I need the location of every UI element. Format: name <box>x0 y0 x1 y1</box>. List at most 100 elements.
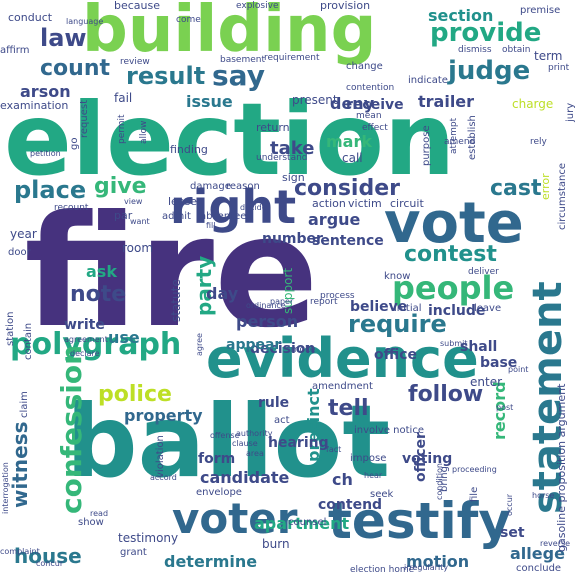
word: set <box>500 525 525 541</box>
word: par <box>114 209 133 222</box>
word: occur <box>505 493 514 516</box>
word: amend <box>444 137 476 147</box>
word: because <box>114 0 161 12</box>
word: act <box>274 415 290 426</box>
word: deny <box>330 94 375 113</box>
word: read <box>90 509 109 518</box>
word: term <box>534 49 563 63</box>
word: person <box>236 312 299 331</box>
word: door <box>8 247 31 258</box>
word: dismiss <box>458 45 492 55</box>
word: conclude <box>516 563 562 574</box>
word: sign <box>282 171 305 184</box>
word: amendment <box>312 381 373 392</box>
word: ask <box>86 262 117 281</box>
word: lease <box>168 195 198 208</box>
word: form <box>198 451 236 467</box>
word: initial <box>394 303 422 314</box>
word: include <box>428 303 486 319</box>
word: review <box>120 57 150 67</box>
word: basement <box>220 55 265 65</box>
word: follow <box>408 382 484 407</box>
word: fact <box>326 445 342 454</box>
word: base <box>480 355 518 371</box>
word: station <box>5 311 16 346</box>
word: effect <box>362 123 388 133</box>
word: enter <box>470 375 503 389</box>
word: purpose <box>421 125 432 166</box>
word: horse <box>532 491 555 500</box>
word: authority <box>236 429 273 438</box>
word: paper <box>270 297 294 306</box>
word: property <box>124 406 203 425</box>
word: jury <box>565 102 576 122</box>
word: year <box>10 227 37 241</box>
word: area <box>246 449 264 458</box>
word: note <box>70 282 127 307</box>
word: interrogation <box>1 462 10 514</box>
word: ballot <box>66 383 391 500</box>
word: section <box>428 6 494 25</box>
word: complaint <box>0 547 40 556</box>
word: tell <box>328 396 369 421</box>
word: gasoline proposition argument <box>555 383 568 552</box>
word: allow <box>139 120 149 144</box>
word: explosive <box>236 1 279 11</box>
word: people <box>392 269 515 307</box>
word: cast <box>490 176 542 201</box>
word: building <box>82 0 377 67</box>
word: contest <box>404 242 497 267</box>
word: premise <box>520 5 561 16</box>
word: impose <box>350 453 387 464</box>
word: call <box>342 151 363 165</box>
word: consider <box>294 176 400 201</box>
word: view <box>124 197 143 206</box>
word: damage <box>190 181 231 192</box>
word: understand <box>256 153 308 163</box>
word: appear <box>226 337 282 353</box>
word: affirm <box>0 45 30 56</box>
word: count <box>40 56 110 81</box>
word: present <box>292 93 338 107</box>
word: write <box>64 317 105 333</box>
word: mean <box>356 111 382 121</box>
word: burn <box>262 537 290 551</box>
word: ordinance <box>246 301 286 310</box>
word: request <box>79 99 90 138</box>
word: victim <box>348 197 382 210</box>
word: room <box>122 241 154 255</box>
word: condition <box>435 463 444 500</box>
word: involve notice <box>354 425 424 436</box>
word: use <box>108 328 140 347</box>
word: candidate <box>200 468 290 487</box>
word: recount <box>54 203 89 213</box>
word: want <box>130 217 150 226</box>
word: require <box>348 310 447 338</box>
word: indicate <box>408 75 448 86</box>
word: argue <box>308 210 361 229</box>
word: issue <box>186 92 233 111</box>
word: concur <box>36 559 64 568</box>
word: process <box>320 291 355 301</box>
word: reverse <box>540 539 571 548</box>
word: know <box>384 271 411 282</box>
word: apartment <box>254 514 350 533</box>
word: point <box>508 365 529 374</box>
word: testify <box>328 492 511 550</box>
word: ch <box>332 470 353 489</box>
word: declare <box>70 349 100 358</box>
word: officer <box>413 432 429 482</box>
word: violation <box>155 435 166 478</box>
word: submit <box>440 339 468 348</box>
word: envelope <box>196 487 242 498</box>
word: absentee <box>200 211 247 222</box>
word: police <box>98 382 172 407</box>
word: examination <box>0 99 69 112</box>
word: rely <box>530 137 547 147</box>
word: provision <box>320 0 371 12</box>
word: house <box>14 544 82 568</box>
word: take <box>270 138 315 159</box>
word: statute <box>169 279 183 322</box>
word: confession <box>55 344 88 514</box>
word: voting <box>402 451 453 467</box>
